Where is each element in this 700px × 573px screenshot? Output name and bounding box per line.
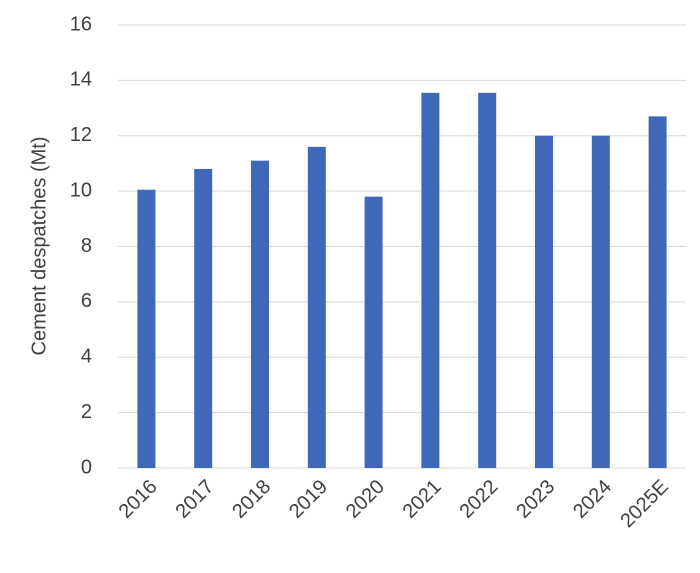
- y-tick-label: 0: [81, 456, 92, 478]
- bar: [421, 92, 440, 468]
- bar: [648, 116, 667, 469]
- y-tick-label: 14: [70, 69, 92, 91]
- y-tick-label: 10: [70, 179, 92, 201]
- bar: [194, 168, 213, 468]
- y-tick-label: 6: [81, 290, 92, 312]
- x-tick-label: 2017: [171, 476, 218, 523]
- x-tick-label: 2016: [115, 476, 162, 523]
- bar: [591, 135, 610, 468]
- y-tick-label: 4: [81, 346, 92, 368]
- y-axis-label: Cement despatches (Mt): [28, 137, 50, 356]
- x-tick-label: 2022: [455, 476, 502, 523]
- bar: [364, 196, 383, 468]
- y-tick-label: 8: [81, 235, 92, 257]
- bar: [137, 189, 156, 468]
- x-tick-label: 2023: [512, 476, 559, 523]
- x-tick-label: 2020: [342, 476, 389, 523]
- bar: [307, 146, 326, 468]
- bar: [535, 135, 553, 468]
- y-tick-label: 2: [81, 401, 92, 423]
- x-tick-label: 2019: [285, 476, 332, 523]
- y-tick-label: 16: [70, 13, 92, 35]
- x-tick-label: 2024: [569, 476, 616, 523]
- y-tick-label: 12: [70, 124, 92, 146]
- bar: [478, 92, 497, 468]
- x-tick-label: 2025E: [616, 476, 672, 532]
- bar: [251, 160, 269, 468]
- x-tick-label: 2021: [399, 476, 446, 523]
- x-tick-label: 2018: [228, 476, 275, 523]
